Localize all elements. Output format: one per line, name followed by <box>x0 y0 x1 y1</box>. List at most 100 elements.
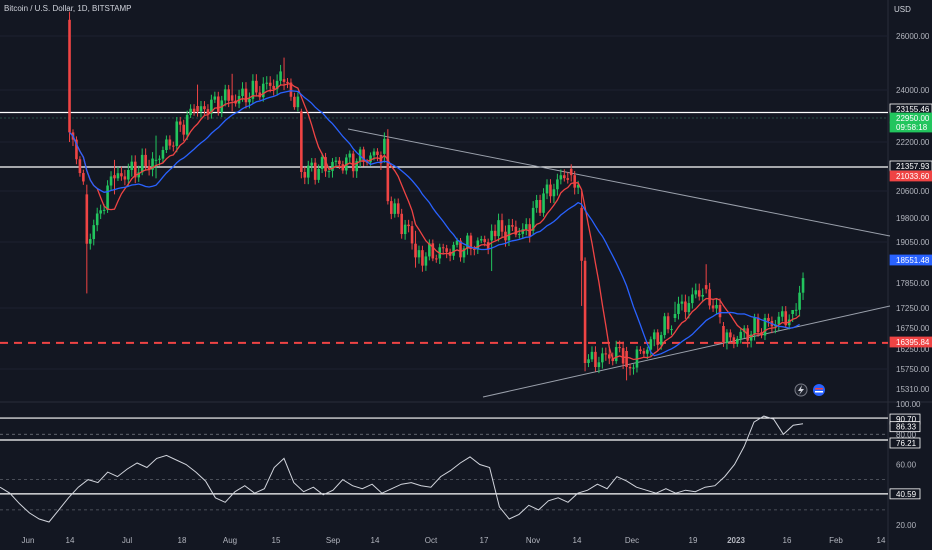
candle <box>185 110 189 140</box>
candle-body <box>736 338 739 344</box>
candle-body <box>756 317 760 333</box>
candle-body <box>687 303 691 313</box>
candle-body <box>289 82 293 97</box>
candle-body <box>476 240 480 250</box>
rsi-panel <box>0 415 888 523</box>
candle-body <box>469 235 473 249</box>
candle <box>383 132 386 163</box>
candle <box>199 101 203 118</box>
price-tick-label: 20600.00 <box>896 187 930 196</box>
candle-body <box>161 150 165 159</box>
candle-body <box>583 260 587 363</box>
rsi-axis: 100.00 80.00 60.00 20.00 <box>896 400 921 530</box>
candle-body <box>621 348 625 364</box>
candle-body <box>646 349 649 354</box>
candle <box>542 188 545 217</box>
price-tick-label: 22200.00 <box>896 138 930 147</box>
candle-body <box>410 226 414 244</box>
time-tick-label: 17 <box>480 536 489 545</box>
candle <box>625 346 628 381</box>
candle <box>663 312 666 339</box>
price-tick-label: 19050.00 <box>896 238 930 247</box>
candle-body <box>400 213 403 235</box>
candle-body <box>511 225 514 227</box>
candle <box>272 79 275 96</box>
candle <box>376 148 379 162</box>
candle <box>618 340 621 353</box>
candle-body <box>99 210 102 214</box>
candle-body <box>711 305 715 309</box>
price-tag: 09:58:18 <box>889 121 932 133</box>
candle-body <box>248 98 251 103</box>
svg-text:09:58:18: 09:58:18 <box>896 123 928 132</box>
time-tick-label: 19 <box>689 536 698 545</box>
candle <box>68 11 71 142</box>
candle <box>749 330 753 348</box>
candle <box>133 155 137 184</box>
candle-body <box>542 193 545 213</box>
candle-body <box>227 89 230 101</box>
candle-body <box>407 224 410 227</box>
candle-body <box>659 335 663 345</box>
candle-body <box>133 161 137 178</box>
svg-text:40.59: 40.59 <box>896 490 917 499</box>
candle <box>729 329 732 344</box>
svg-text:21357.93: 21357.93 <box>896 162 930 171</box>
candle <box>486 238 490 255</box>
candle-body <box>694 290 698 295</box>
candle-body <box>106 185 109 210</box>
candle <box>251 74 255 104</box>
candle-body <box>390 201 393 214</box>
candle-body <box>666 316 670 330</box>
candle <box>403 219 407 240</box>
candle <box>597 356 601 374</box>
candle-body <box>217 96 220 113</box>
candle-body <box>691 294 694 304</box>
candle-body <box>320 157 324 169</box>
candle-body <box>791 310 794 314</box>
candle-body <box>725 332 729 343</box>
candle-body <box>483 239 487 243</box>
candle <box>196 84 199 117</box>
candle <box>594 346 597 372</box>
candle-body <box>573 175 576 188</box>
candle <box>448 248 452 262</box>
candle-body <box>369 155 372 163</box>
candle-body <box>130 161 134 171</box>
candle <box>711 299 715 312</box>
candle <box>680 294 684 311</box>
candle <box>559 169 563 185</box>
candle <box>178 116 182 132</box>
lightning-icon[interactable] <box>794 383 808 397</box>
candle <box>500 213 504 238</box>
candle <box>583 257 587 372</box>
candle-body <box>587 359 590 363</box>
candle <box>691 287 694 309</box>
candle <box>708 282 711 310</box>
candle-body <box>445 248 448 252</box>
candle-body <box>545 184 549 194</box>
candle <box>258 86 262 101</box>
candle <box>687 296 691 319</box>
candle <box>151 152 154 177</box>
candle <box>127 163 130 187</box>
candle <box>217 91 220 116</box>
candle-body <box>338 160 341 165</box>
candle-body <box>549 184 552 197</box>
price-tick-label: 26000.00 <box>896 32 930 41</box>
candle-body <box>677 303 680 314</box>
candle-body <box>424 256 428 266</box>
candle <box>549 179 552 203</box>
candle <box>694 283 698 299</box>
time-tick-label: 16 <box>783 536 792 545</box>
candle-body <box>780 311 784 317</box>
us-flag-icon[interactable] <box>813 384 825 396</box>
candle-body <box>767 317 770 321</box>
candle <box>175 117 179 153</box>
candle-body <box>154 159 158 161</box>
descending-trendline <box>347 128 891 237</box>
candle <box>524 218 528 236</box>
candle <box>234 94 237 107</box>
candle-body <box>172 145 175 147</box>
